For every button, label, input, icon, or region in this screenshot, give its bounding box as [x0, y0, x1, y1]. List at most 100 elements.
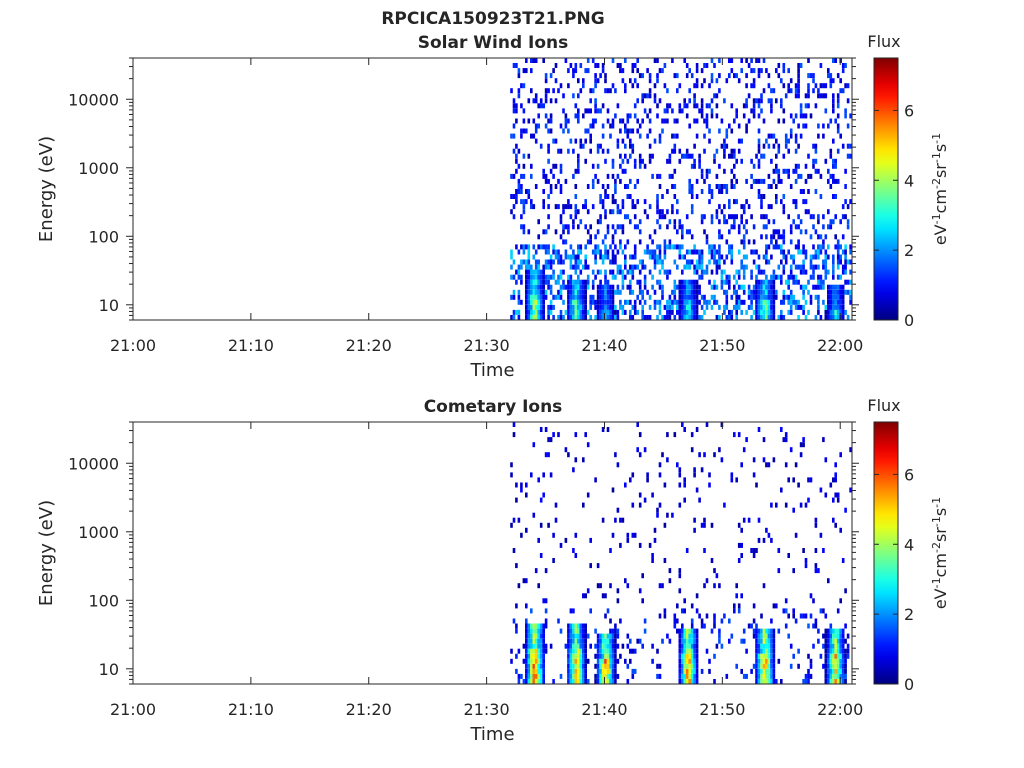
heatmap-cell [648, 78, 652, 84]
heatmap-cell [577, 648, 580, 654]
heatmap-cell [542, 299, 545, 305]
heatmap-cell [755, 279, 758, 285]
heatmap-cell [834, 214, 837, 220]
heatmap-cell [681, 309, 684, 315]
heatmap-cell [690, 638, 694, 644]
heatmap-cell [582, 623, 585, 629]
heatmap-cell [688, 88, 691, 94]
heatmap-cell [515, 118, 518, 124]
heatmap-cell [770, 294, 773, 300]
heatmap-cell [718, 58, 721, 63]
heatmap-cell [520, 83, 523, 89]
heatmap-cell [589, 537, 592, 543]
heatmap-cell [678, 244, 682, 250]
heatmap-cell [614, 663, 617, 669]
heatmap-cell [772, 673, 776, 679]
heatmap-cell [574, 284, 578, 290]
heatmap-cell [589, 563, 592, 569]
heatmap-cell [530, 668, 533, 674]
heatmap-cell [794, 88, 798, 94]
heatmap-cell [534, 289, 538, 295]
heatmap-cell [579, 628, 583, 634]
heatmap-cell [621, 274, 625, 280]
heatmap-cell [596, 178, 600, 184]
heatmap-cell [698, 249, 701, 255]
heatmap-cell [681, 299, 684, 305]
heatmap-cell [678, 633, 682, 639]
heatmap-cell [557, 618, 560, 624]
heatmap-cell [638, 299, 642, 305]
heatmap-cell [752, 603, 756, 609]
heatmap-cell [596, 78, 600, 84]
heatmap-cell [638, 588, 642, 594]
heatmap-cell [695, 194, 699, 199]
heatmap-cell [683, 668, 686, 674]
heatmap-cell [619, 63, 622, 68]
heatmap-cell [557, 315, 560, 320]
heatmap-cell [569, 264, 573, 270]
heatmap-cell [681, 279, 684, 285]
heatmap-cell [577, 653, 580, 659]
heatmap-cell [601, 658, 605, 664]
heatmap-cell [609, 643, 612, 649]
heatmap-cell [742, 284, 746, 290]
heatmap-cell [770, 239, 773, 245]
heatmap-cell [809, 234, 813, 240]
heatmap-cell [765, 284, 768, 290]
heatmap-cell [549, 113, 553, 119]
heatmap-cell [780, 98, 783, 104]
heatmap-cell [681, 633, 684, 639]
heatmap-cell [621, 284, 625, 290]
heatmap-cell [718, 163, 721, 169]
heatmap-cell [836, 673, 840, 679]
heatmap-cell [718, 234, 721, 240]
heatmap-cell [695, 487, 699, 493]
heatmap-cell [547, 452, 550, 458]
heatmap-cell [683, 284, 686, 290]
heatmap-cell [517, 583, 521, 589]
colorbar-gradient [873, 57, 899, 321]
heatmap-cell [626, 133, 630, 139]
heatmap-cell [606, 299, 610, 305]
heatmap-cell [559, 628, 563, 634]
heatmap-cell [574, 68, 578, 74]
heatmap-cell [782, 437, 786, 443]
heatmap-cell [693, 264, 696, 270]
heatmap-cell [671, 148, 674, 154]
heatmap-cell [591, 284, 595, 290]
heatmap-cell [730, 128, 734, 134]
heatmap-cell [693, 158, 696, 164]
heatmap-cell [596, 143, 600, 149]
heatmap-cell [844, 653, 847, 659]
heatmap-cell [532, 274, 536, 280]
heatmap-cell [653, 259, 657, 265]
heatmap-cell [799, 452, 803, 458]
y-tick-label: 100 [88, 591, 119, 610]
heatmap-cell [569, 284, 573, 290]
heatmap-cell [728, 279, 731, 285]
heatmap-cell [577, 623, 580, 629]
heatmap-cell [656, 78, 659, 84]
heatmap-cell [604, 249, 607, 255]
heatmap-cell [841, 289, 845, 295]
heatmap-cell [572, 653, 575, 659]
heatmap-cell [700, 168, 704, 174]
heatmap-cell [547, 304, 550, 310]
heatmap-cell [710, 522, 714, 528]
heatmap-cell [547, 309, 550, 315]
heatmap-cell [681, 668, 684, 674]
heatmap-cell [685, 628, 689, 634]
heatmap-cell [582, 294, 585, 300]
heatmap-cell [676, 264, 679, 270]
heatmap-cell [606, 658, 610, 664]
heatmap-cell [782, 204, 786, 210]
heatmap-cell [572, 224, 575, 230]
heatmap-cell [799, 269, 803, 275]
heatmap-cell [740, 204, 743, 210]
heatmap-cell [683, 653, 686, 659]
heatmap-cell [690, 628, 694, 634]
heatmap-cell [822, 437, 825, 443]
heatmap-cell [651, 643, 654, 649]
heatmap-cell [782, 269, 786, 275]
heatmap-cell [832, 679, 835, 684]
